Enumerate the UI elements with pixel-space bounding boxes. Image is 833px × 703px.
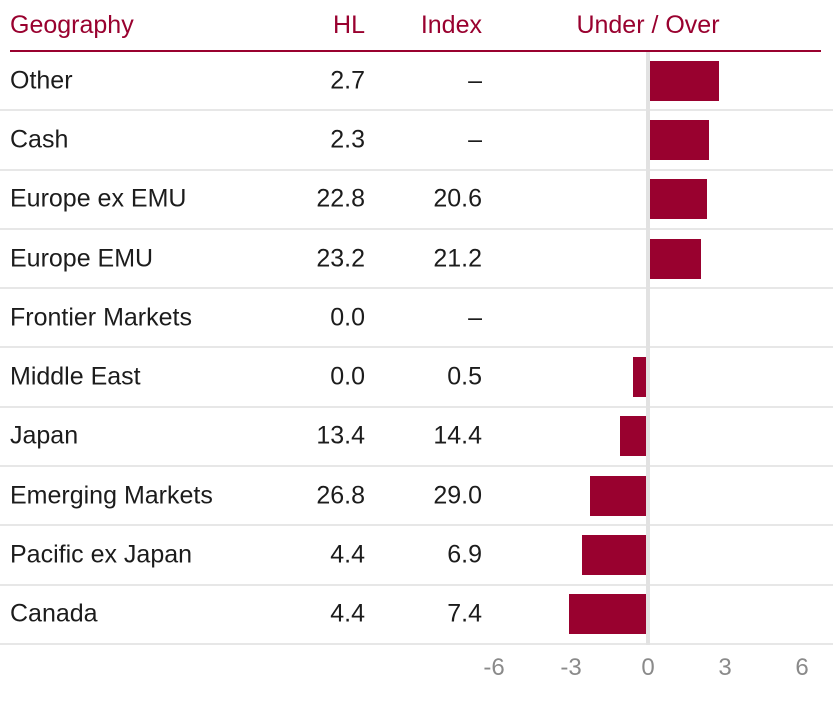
under-over-bar — [589, 475, 646, 516]
under-over-chart-cell — [494, 230, 802, 287]
table-row: Pacific ex Japan 4.4 6.9 — [0, 526, 833, 586]
table-header: Geography HL Index Under / Over — [0, 0, 833, 50]
index-value: 0.5 — [447, 362, 482, 391]
table-row: Emerging Markets 26.8 29.0 — [0, 467, 833, 527]
index-value: – — [468, 125, 482, 154]
header-index: Index — [420, 11, 482, 39]
header-under-over: Under / Over — [576, 11, 720, 39]
table-row: Japan 13.4 14.4 — [0, 408, 833, 468]
geography-label: Pacific ex Japan — [10, 540, 193, 569]
geography-label: Europe ex EMU — [10, 184, 187, 213]
geography-label: Middle East — [10, 362, 141, 391]
table-row: Cash 2.3 – — [0, 111, 833, 171]
under-over-bar — [650, 119, 709, 160]
hl-value: 26.8 — [316, 481, 365, 510]
hl-value: 2.3 — [330, 125, 365, 154]
geography-label: Emerging Markets — [10, 481, 213, 510]
index-value: 29.0 — [433, 481, 482, 510]
geography-label: Frontier Markets — [10, 303, 192, 332]
under-over-bar — [633, 357, 646, 398]
table-row: Europe EMU 23.2 21.2 — [0, 230, 833, 290]
under-over-bar — [581, 535, 646, 576]
hl-value: 4.4 — [330, 599, 365, 628]
x-axis-tick: -3 — [560, 653, 582, 681]
hl-value: 0.0 — [330, 303, 365, 332]
index-value: 21.2 — [433, 244, 482, 273]
under-over-chart-cell — [494, 348, 802, 405]
hl-value: 22.8 — [316, 184, 365, 213]
x-axis: -6 -3 0 3 6 — [0, 645, 833, 701]
under-over-chart-cell — [494, 526, 802, 583]
hl-value: 13.4 — [316, 421, 365, 450]
table-row: Frontier Markets 0.0 – — [0, 289, 833, 349]
table-body: Other 2.7 – Cash 2.3 – Europe ex EMU 22.… — [0, 52, 833, 645]
zero-axis-line — [646, 52, 650, 645]
under-over-chart-cell — [494, 171, 802, 228]
geography-label: Japan — [10, 421, 79, 450]
table-row: Europe ex EMU 22.8 20.6 — [0, 171, 833, 230]
table-row: Other 2.7 – — [0, 52, 833, 112]
x-axis-tick: 3 — [718, 653, 732, 681]
index-value: 14.4 — [433, 421, 482, 450]
x-axis-tick: 0 — [641, 653, 655, 681]
index-value: – — [468, 66, 482, 95]
under-over-chart-cell — [494, 467, 802, 524]
under-over-bar — [650, 238, 702, 279]
table-row: Canada 4.4 7.4 — [0, 586, 833, 645]
under-over-chart-cell — [494, 586, 802, 643]
under-over-bar — [620, 416, 646, 457]
hl-value: 0.0 — [330, 362, 365, 391]
x-axis-tick: -6 — [483, 653, 505, 681]
header-geography: Geography — [10, 11, 134, 39]
hl-value: 23.2 — [316, 244, 365, 273]
under-over-bar — [650, 179, 707, 220]
hl-value: 2.7 — [330, 66, 365, 95]
geography-label: Canada — [10, 599, 98, 628]
index-value: 6.9 — [447, 540, 482, 569]
header-rule — [10, 50, 821, 52]
geography-label: Europe EMU — [10, 244, 154, 273]
x-axis-tick: 6 — [795, 653, 809, 681]
index-value: 20.6 — [433, 184, 482, 213]
under-over-chart-cell — [494, 408, 802, 465]
under-over-bar — [569, 594, 646, 635]
index-value: 7.4 — [447, 599, 482, 628]
geography-label: Cash — [10, 125, 69, 154]
under-over-chart-cell — [494, 52, 802, 109]
index-value: – — [468, 303, 482, 332]
geography-label: Other — [10, 66, 73, 95]
header-hl: HL — [333, 11, 365, 39]
hl-value: 4.4 — [330, 540, 365, 569]
under-over-bar — [650, 60, 720, 101]
table-row: Middle East 0.0 0.5 — [0, 348, 833, 408]
under-over-chart-cell — [494, 111, 802, 168]
